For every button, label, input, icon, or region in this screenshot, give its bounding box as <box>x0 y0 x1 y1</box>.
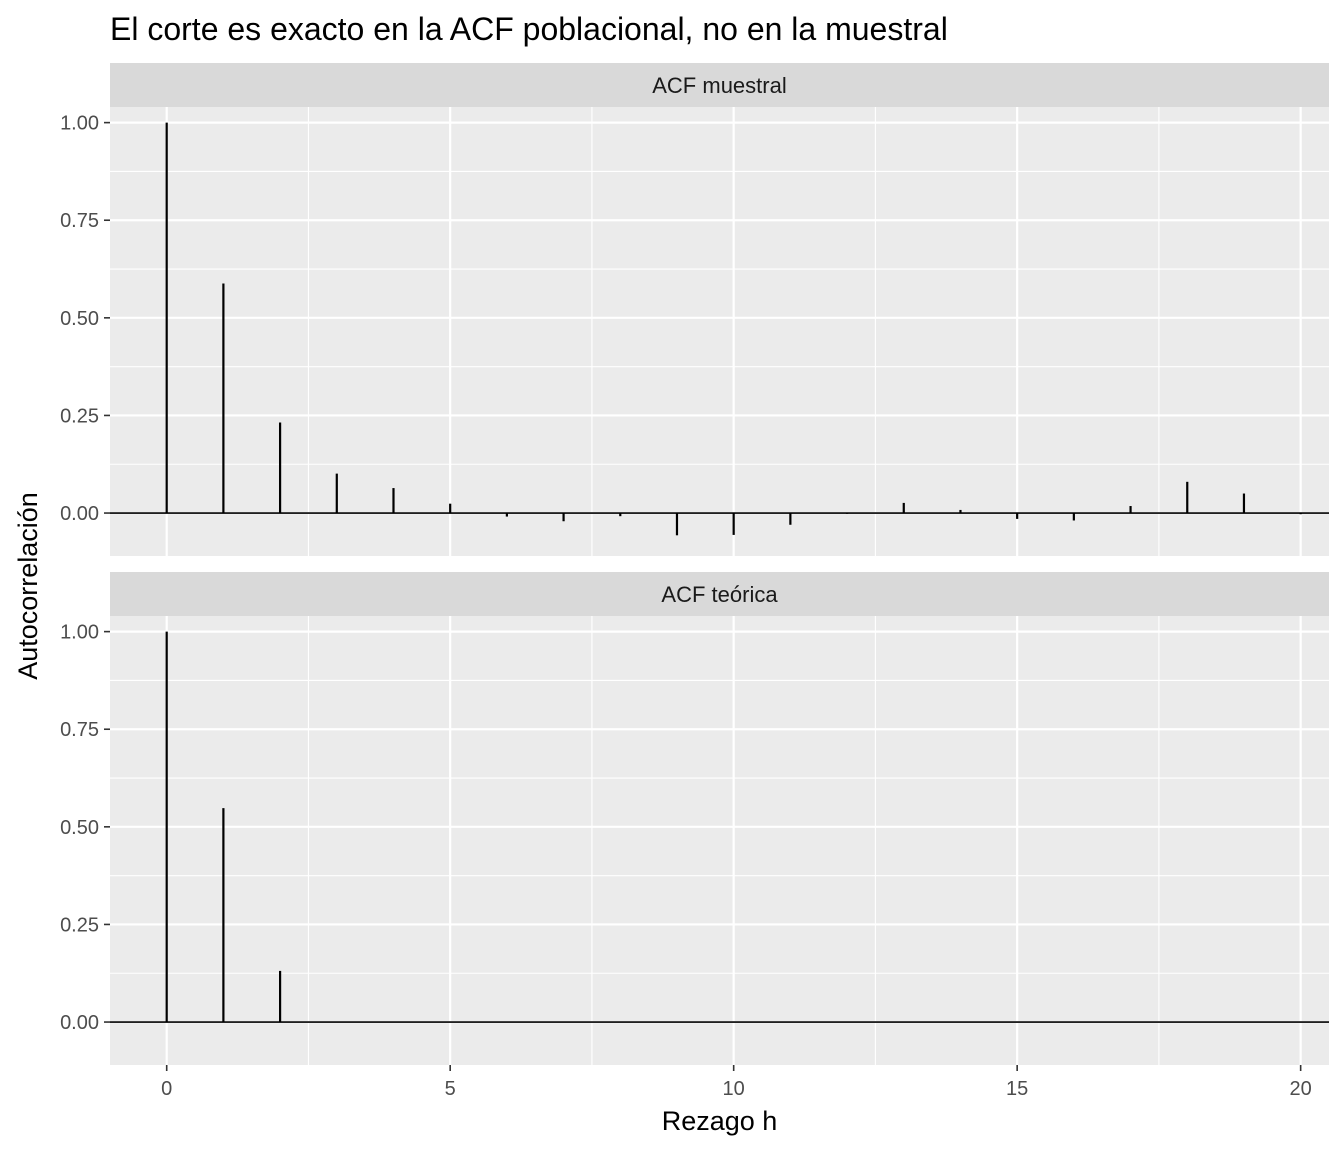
y-tick-label: 0.25 <box>60 405 99 427</box>
marks-bottom <box>110 631 1329 1023</box>
strip-label-bottom: ACF teórica <box>661 582 778 607</box>
strip-bottom <box>110 572 1329 616</box>
y-tick-label: 0.75 <box>60 719 99 741</box>
panel-bottom: ACF teórica <box>110 572 1329 1065</box>
x-tick-label: 5 <box>445 1078 456 1100</box>
x-axis-title: Rezago h <box>662 1106 778 1136</box>
y-axis-title: Autocorrelación <box>13 492 43 680</box>
y-tick-label: 0.25 <box>60 914 99 936</box>
marks-top <box>110 122 1329 536</box>
y-tick-label: 0.75 <box>60 210 99 232</box>
x-axis: 0 5 10 15 20 <box>161 1065 1312 1100</box>
y-tick-label: 0.50 <box>60 308 99 330</box>
panel-background-bottom <box>110 616 1329 1065</box>
y-tick-label: 0.00 <box>60 503 99 525</box>
y-axis-bottom: 0.00 0.25 0.50 0.75 1.00 <box>60 622 110 1034</box>
panel-top: ACF muestral <box>110 63 1329 556</box>
panel-background-top <box>110 107 1329 556</box>
strip-label-top: ACF muestral <box>652 73 786 98</box>
x-tick-label: 20 <box>1290 1078 1312 1100</box>
x-tick-label: 10 <box>723 1078 745 1100</box>
chart-title: El corte es exacto en la ACF poblacional… <box>110 11 948 47</box>
x-tick-label: 0 <box>161 1078 172 1100</box>
y-tick-label: 0.50 <box>60 817 99 839</box>
y-tick-label: 0.00 <box>60 1012 99 1034</box>
x-tick-label: 15 <box>1006 1078 1028 1100</box>
y-axis-top: 0.00 0.25 0.50 0.75 1.00 <box>60 113 110 525</box>
strip-top <box>110 63 1329 107</box>
y-tick-label: 1.00 <box>60 622 99 644</box>
y-tick-label: 1.00 <box>60 113 99 135</box>
